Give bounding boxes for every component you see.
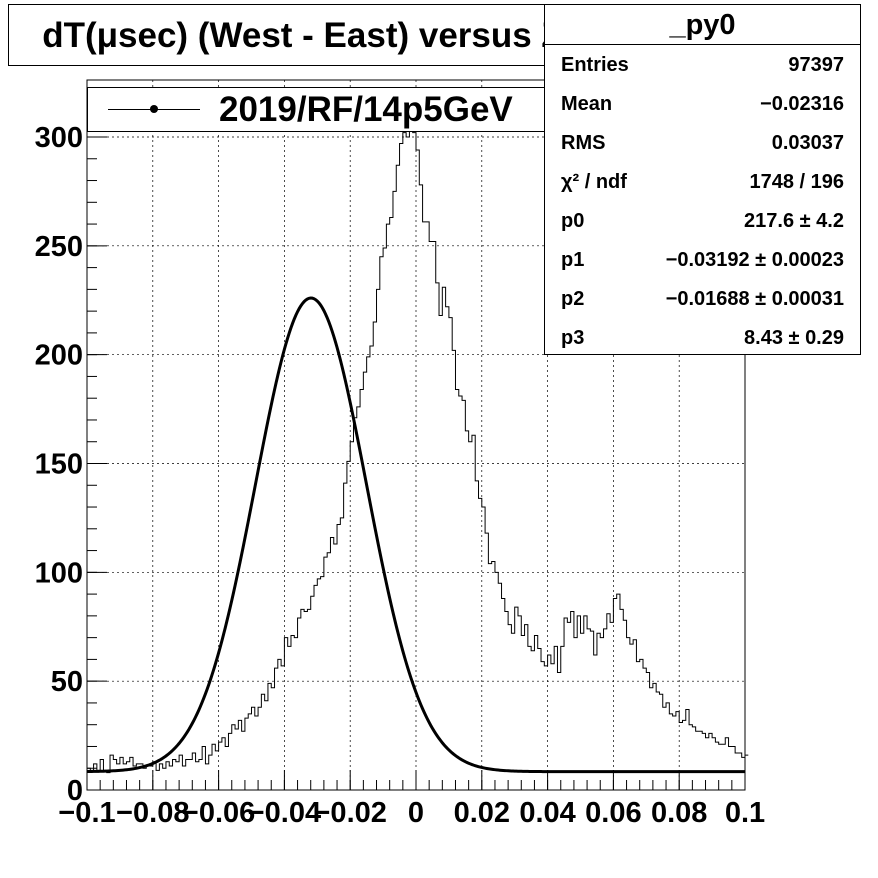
stats-value: 8.43 ± 0.29 <box>744 327 844 349</box>
stats-title: _py0 <box>545 5 860 45</box>
x-tick-label: −0.1 <box>58 797 115 829</box>
legend: 2019/RF/14p5GeV <box>87 87 614 132</box>
stats-value: −0.02316 <box>760 93 844 115</box>
stats-value: 1748 / 196 <box>749 171 844 193</box>
stats-row-rms: RMS 0.03037 <box>561 128 844 158</box>
stats-value: −0.03192 ± 0.00023 <box>665 249 844 271</box>
stats-row-p3: p3 8.43 ± 0.29 <box>561 323 844 353</box>
x-tick-label: −0.08 <box>116 797 189 829</box>
stats-value: 97397 <box>788 54 844 76</box>
legend-label: 2019/RF/14p5GeV <box>219 90 513 129</box>
stats-row-p0: p0 217.6 ± 4.2 <box>561 206 844 236</box>
stats-key: χ² / ndf <box>561 171 627 193</box>
stats-row-mean: Mean −0.02316 <box>561 89 844 119</box>
stats-key: p3 <box>561 327 585 349</box>
stats-value: 0.03037 <box>771 132 844 154</box>
stats-row-chi2: χ² / ndf 1748 / 196 <box>561 167 844 197</box>
stats-key: p0 <box>561 210 585 232</box>
x-tick-label: 0 <box>408 797 424 829</box>
x-tick-label: 0.02 <box>454 797 510 829</box>
x-tick-label: −0.04 <box>248 797 321 829</box>
stats-key: RMS <box>561 132 606 154</box>
stats-row-p2: p2 −0.01688 ± 0.00031 <box>561 284 844 314</box>
stats-key: Mean <box>561 93 613 115</box>
stats-key: Entries <box>561 54 629 76</box>
stats-box: _py0 Entries 97397 Mean −0.02316 RMS 0.0… <box>544 4 861 355</box>
x-tick-label: 0.08 <box>651 797 707 829</box>
axes: −0.1 −0.08−0.06−0.04−0.02 0 0.02 0.04 0.06 0.0… <box>35 122 766 829</box>
stats-row-p1: p1 −0.03192 ± 0.00023 <box>561 245 844 275</box>
y-tick-label: 50 <box>51 666 83 698</box>
x-tick-label: −0.06 <box>182 797 255 829</box>
fit-curve-series <box>86 296 745 774</box>
y-tick-label: 0 <box>67 775 83 807</box>
chart-title: dT(μsec) (West - East) versus Z <box>8 4 597 66</box>
histogram-series <box>87 114 749 774</box>
y-tick-label: 100 <box>35 557 83 589</box>
stats-key: p2 <box>561 288 585 310</box>
y-tick-label: 300 <box>35 122 83 154</box>
histogram-line <box>87 114 749 774</box>
y-tick-label: 250 <box>35 231 83 263</box>
y-tick-label: 150 <box>35 449 83 481</box>
stats-row-entries: Entries 97397 <box>561 50 844 80</box>
stats-value: 217.6 ± 4.2 <box>744 210 844 232</box>
x-tick-label: 0.04 <box>519 797 575 829</box>
y-tick-label: 200 <box>35 340 83 372</box>
x-tick-label: 0.1 <box>725 797 765 829</box>
stats-value: −0.01688 ± 0.00031 <box>665 288 844 310</box>
x-tick-label: 0.06 <box>585 797 641 829</box>
stats-key: p1 <box>561 249 585 271</box>
x-tick-label: −0.02 <box>314 797 387 829</box>
grid <box>87 80 745 790</box>
fit-curve <box>86 296 745 774</box>
legend-dot-marker <box>150 105 158 113</box>
